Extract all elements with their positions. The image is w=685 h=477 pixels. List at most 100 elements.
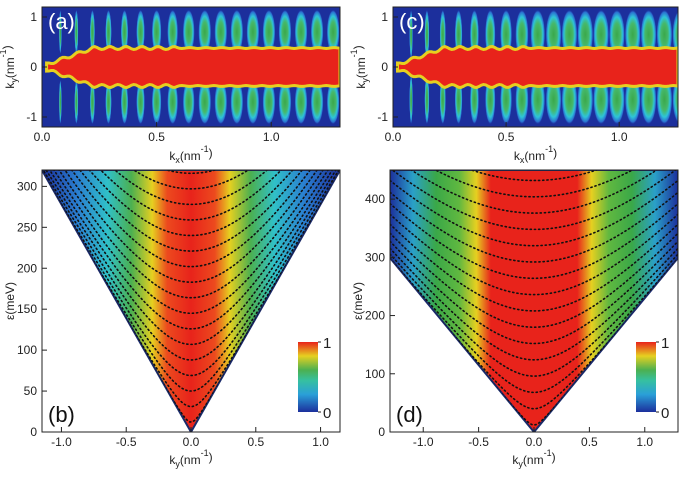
lobe	[89, 79, 95, 125]
panel-label: (d)	[396, 402, 423, 427]
lobe	[262, 9, 276, 55]
level-curve	[390, 170, 678, 231]
level-curve	[42, 170, 340, 252]
axis-label-part: -1	[0, 49, 8, 57]
lobe	[409, 9, 413, 60]
x-tick-label: 1.0	[263, 130, 280, 144]
panel-label: (b)	[48, 402, 75, 427]
axis-label-part: )	[351, 45, 365, 49]
axis-label-part: )	[209, 146, 213, 160]
colorbar-tick-label: 0	[661, 405, 669, 422]
colorbar	[636, 342, 656, 412]
x-tick-label: -1.0	[413, 435, 434, 449]
x-tick-label: 0.5	[498, 130, 515, 144]
axis-label: kx(nm-1)	[514, 144, 557, 165]
x-tick-label: -0.5	[116, 435, 137, 449]
axis-label-part: k	[3, 82, 17, 89]
axis-label-part: -1	[201, 144, 209, 154]
lobe	[214, 79, 228, 125]
lobe	[198, 9, 212, 55]
axis-label-part: ε(meV)	[351, 282, 365, 320]
cone	[42, 170, 340, 432]
lobe	[151, 9, 162, 55]
lobe	[294, 9, 308, 55]
axis-label: ky(nm-1)	[512, 448, 555, 469]
x-tick-label: 0.0	[34, 130, 51, 144]
lobe	[74, 9, 79, 55]
y-tick-label: 50	[24, 384, 38, 398]
level-curve	[390, 232, 678, 329]
lobe	[424, 74, 430, 125]
x-tick-label: 0.5	[247, 435, 264, 449]
x-tick-label: 1.0	[611, 130, 628, 144]
axis-label-part: (nm	[354, 57, 368, 78]
x-tick-label: 0.5	[148, 130, 165, 144]
level-curve	[42, 170, 340, 330]
colorbar-tick-label: 1	[323, 335, 331, 352]
axis-label-part: -1	[545, 144, 553, 154]
y-tick-label: 200	[17, 261, 37, 275]
level-curve	[390, 253, 678, 377]
y-tick-label: -1	[377, 110, 388, 124]
axis-label-part: )	[552, 450, 556, 464]
lobe	[326, 9, 340, 55]
colorbar-tick-label: 1	[661, 335, 669, 352]
lobe	[136, 79, 145, 125]
central-band	[396, 44, 678, 90]
level-curve	[390, 179, 678, 247]
lobe	[182, 9, 195, 55]
axis-label-part: k	[354, 82, 368, 89]
axis-label-part: (nm	[524, 149, 545, 163]
axis-label: ε(meV)	[351, 282, 365, 320]
axis-label: ky(nm-1)	[169, 448, 212, 469]
y-tick-label: 100	[365, 367, 385, 381]
axis-label-part: -1	[201, 448, 209, 458]
lobe	[58, 79, 62, 125]
level-curve	[390, 170, 678, 182]
axis-label-part: )	[0, 45, 14, 49]
level-curve	[42, 170, 340, 315]
axis-label-part: k	[514, 149, 521, 163]
axis-label: kx(nm-1)	[169, 144, 212, 165]
lobe	[230, 9, 244, 55]
y-tick-label: 0	[30, 425, 37, 439]
heatmap	[42, 170, 340, 432]
level-curve	[390, 257, 678, 394]
x-tick-label: 1.0	[312, 435, 329, 449]
x-tick-label: 0.0	[526, 435, 543, 449]
y-tick-label: 300	[17, 179, 37, 193]
axis-label-part: y	[360, 78, 370, 83]
lobe	[278, 9, 292, 55]
lobe	[409, 74, 413, 125]
y-tick-label: 200	[365, 309, 385, 323]
lobe	[310, 9, 324, 55]
axis-label: ky(nm-1)	[349, 45, 370, 88]
axis-label-part: y	[9, 78, 19, 83]
y-tick-label: 100	[17, 343, 37, 357]
axis-label-part: ε(meV)	[3, 282, 17, 320]
level-curve	[42, 170, 340, 346]
lobe	[120, 79, 129, 125]
axis-label-part: )	[553, 146, 557, 160]
lobe	[278, 79, 292, 125]
y-tick-label: 0	[381, 60, 388, 74]
level-curve	[390, 213, 678, 296]
y-tick-label: 400	[365, 192, 385, 206]
level-curve	[42, 171, 340, 377]
x-tick-label: 1.0	[636, 435, 653, 449]
lobe	[246, 79, 260, 125]
level-curve	[42, 170, 340, 361]
lobe	[167, 79, 179, 125]
lobe	[326, 79, 340, 125]
lobe	[424, 9, 430, 60]
lobe	[58, 9, 62, 55]
level-curve	[390, 170, 678, 198]
axis-label-part: (nm	[180, 453, 201, 467]
lobe	[672, 10, 678, 59]
heatmap	[390, 170, 678, 432]
level-curve	[390, 247, 678, 361]
heatmap	[42, 7, 340, 127]
central-band	[45, 44, 340, 90]
y-tick-label: 250	[17, 220, 37, 234]
